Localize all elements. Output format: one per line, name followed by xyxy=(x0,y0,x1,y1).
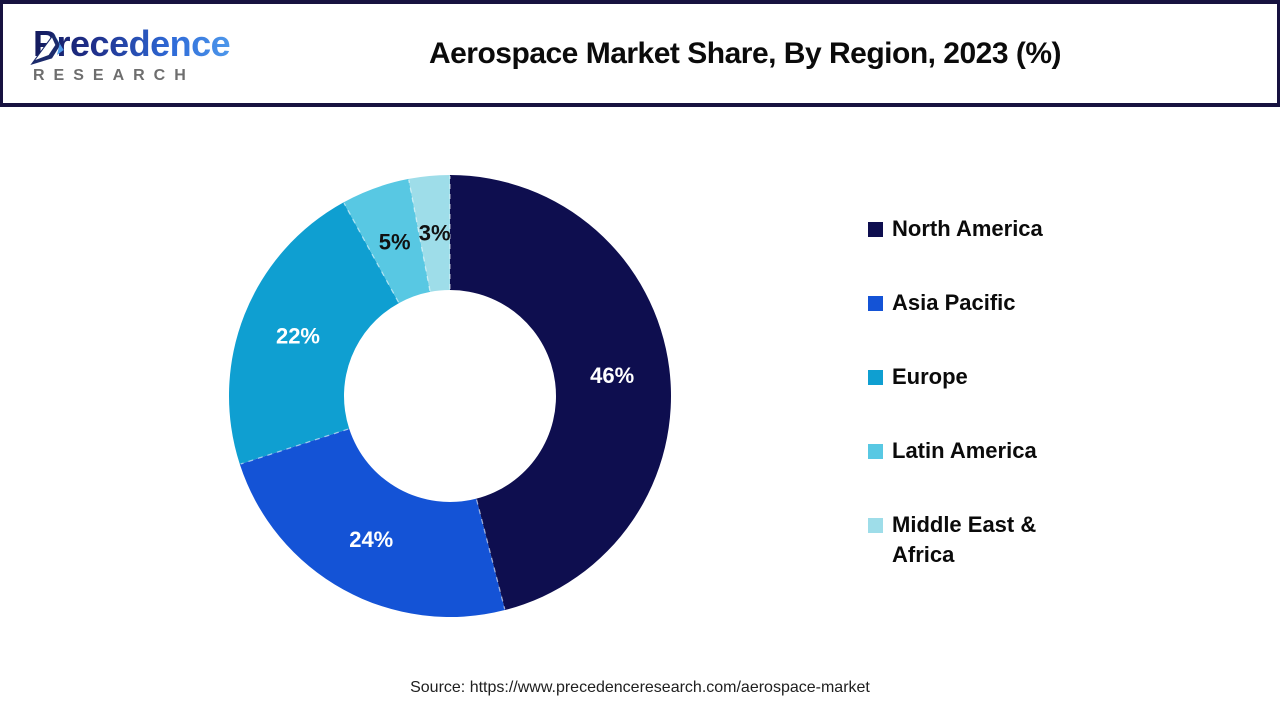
legend-label-asia-pacific: Asia Pacific xyxy=(892,290,1016,315)
donut-data-label-latin-america: 5% xyxy=(379,230,411,255)
legend-marker-middle-east-africa xyxy=(868,518,883,533)
donut-data-label-asia-pacific: 24% xyxy=(349,527,393,552)
source-text: Source: https://www.precedenceresearch.c… xyxy=(410,679,870,696)
donut-data-label-north-america: 46% xyxy=(590,363,634,388)
legend-label-north-america: North America xyxy=(892,216,1043,241)
donut-data-label-europe: 22% xyxy=(276,323,320,348)
header: Precedence RESEARCH Aerospace Market Sha… xyxy=(0,0,1280,107)
donut-slice-latin-america xyxy=(343,178,431,304)
legend-item-latin-america: Latin America xyxy=(868,436,1077,466)
donut-slice-middle-east-africa xyxy=(408,175,450,292)
donut-slice-europe xyxy=(228,202,399,465)
legend-marker-latin-america xyxy=(868,444,883,459)
title-wrap: Aerospace Market Share, By Region, 2023 … xyxy=(233,37,1277,71)
slice-divider-line xyxy=(240,428,349,465)
legend-marker-asia-pacific xyxy=(868,296,883,311)
slice-divider-line xyxy=(475,499,506,610)
legend-label-europe: Europe xyxy=(892,364,968,389)
chart-legend: North America Asia Pacific Europe Latin Ame… xyxy=(868,214,1077,614)
legend-item-north-america: North America xyxy=(868,214,1077,244)
donut-slice-north-america xyxy=(450,175,672,611)
legend-item-middle-east-africa: Middle East & Africa xyxy=(868,510,1077,570)
legend-marker-north-america xyxy=(868,222,883,237)
slice-divider-line xyxy=(343,202,400,303)
legend-label-latin-america: Latin America xyxy=(892,438,1037,463)
chart-title: Aerospace Market Share, By Region, 2023 … xyxy=(428,36,1062,70)
legend-marker-europe xyxy=(868,370,883,385)
logo-brand-text: Precedence xyxy=(33,24,233,64)
logo-subbrand-text: RESEARCH xyxy=(33,67,195,84)
brand-logo: Precedence RESEARCH xyxy=(3,22,233,85)
legend-item-europe: Europe xyxy=(868,362,1077,392)
donut-data-label-middle-east-africa: 3% xyxy=(419,221,451,246)
slice-divider-line xyxy=(408,179,431,292)
legend-label-middle-east-africa: Middle East & Africa xyxy=(892,512,1037,567)
legend-item-asia-pacific: Asia Pacific xyxy=(868,288,1077,318)
donut-slice-asia-pacific xyxy=(239,428,505,617)
